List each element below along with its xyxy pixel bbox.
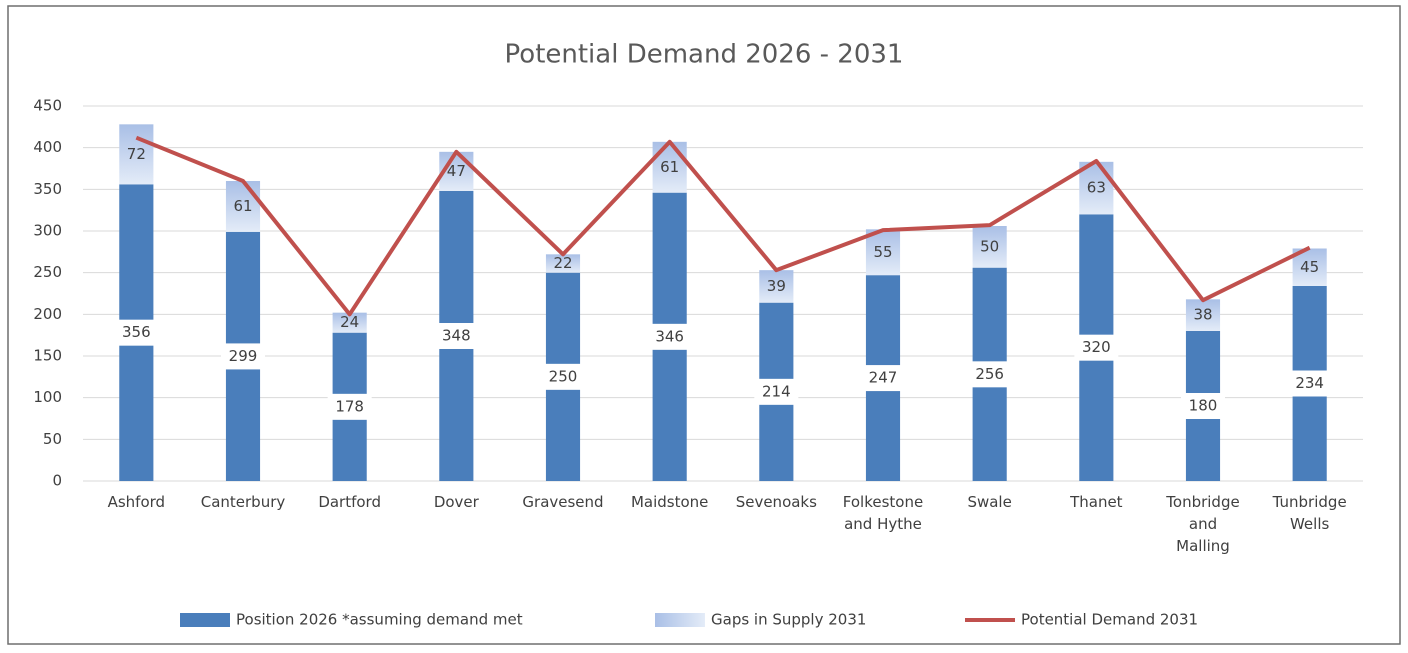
y-tick-label: 400	[33, 138, 62, 156]
x-tick-label: Dartford	[318, 493, 381, 511]
data-label: 356	[122, 323, 151, 341]
y-tick-label: 350	[33, 180, 62, 198]
legend-label: Position 2026 *assuming demand met	[236, 611, 523, 629]
bar	[865, 229, 901, 276]
data-label-box	[647, 323, 692, 350]
x-tick-label: Gravesend	[522, 493, 604, 511]
data-label: 180	[1189, 397, 1218, 415]
data-label-box	[327, 393, 372, 420]
data-label: 214	[762, 382, 791, 400]
bar	[332, 312, 367, 333]
y-tick-label: 300	[33, 222, 62, 240]
data-label-box	[434, 323, 479, 349]
data-label: 72	[127, 145, 146, 163]
bar	[1185, 299, 1221, 331]
x-tick-label: Folkestone and Hythe	[842, 493, 924, 533]
x-tick-label: Swale	[967, 493, 1012, 511]
data-label-box	[1181, 393, 1225, 419]
bar	[119, 124, 154, 185]
x-tick-label: Ashford	[107, 493, 166, 511]
data-label: 39	[767, 277, 786, 295]
data-label: 38	[1193, 306, 1212, 324]
data-label: 256	[975, 365, 1004, 383]
data-label: 299	[229, 347, 258, 365]
line-series	[135, 135, 1311, 317]
data-label-box	[967, 361, 1012, 388]
bar	[759, 270, 794, 303]
data-label: 247	[869, 369, 898, 387]
y-tick-label: 150	[33, 347, 62, 365]
y-tick-label: 0	[52, 472, 62, 490]
data-label-box	[1287, 370, 1332, 397]
data-label: 55	[873, 243, 892, 261]
data-label: 346	[655, 327, 684, 345]
x-tick-label: Maidstone	[630, 493, 709, 511]
data-label-box	[114, 319, 159, 346]
x-tick-label: Sevenoaks	[735, 493, 817, 511]
bar	[972, 226, 1007, 268]
data-label: 178	[335, 397, 364, 415]
legend-swatch	[655, 613, 705, 627]
data-label-box	[1074, 334, 1119, 361]
data-label-box	[541, 363, 585, 390]
data-label: 234	[1295, 374, 1324, 392]
y-tick-label: 450	[33, 97, 62, 115]
data-label: 24	[340, 313, 359, 331]
data-label: 61	[233, 197, 252, 215]
bar	[652, 141, 687, 193]
data-label: 47	[447, 162, 466, 180]
legend-label: Potential Demand 2031	[1021, 611, 1198, 629]
y-tick-label: 100	[33, 388, 62, 406]
data-label-box	[861, 365, 905, 392]
bar	[1079, 161, 1114, 215]
x-tick-label: Tonbridge and Malling	[1166, 493, 1240, 555]
y-tick-label: 250	[33, 263, 62, 281]
data-label: 22	[553, 254, 572, 272]
x-tick-label: Tunbridge Wells	[1272, 493, 1347, 533]
data-label-box	[221, 343, 265, 370]
data-label: 50	[980, 237, 999, 255]
data-label: 61	[660, 158, 679, 176]
bar	[225, 181, 261, 232]
data-label: 45	[1300, 258, 1319, 276]
data-label-box	[754, 378, 799, 405]
data-label: 250	[549, 367, 578, 385]
y-tick-label: 50	[43, 430, 62, 448]
x-tick-label: Thanet	[1070, 493, 1123, 511]
data-label: 320	[1082, 338, 1111, 356]
legend-label: Gaps in Supply 2031	[711, 611, 866, 629]
bar	[545, 254, 581, 273]
chart-title: Potential Demand 2026 - 2031	[505, 40, 904, 70]
x-tick-label: Dover	[433, 493, 479, 511]
y-tick-label: 200	[33, 305, 62, 323]
data-label: 63	[1087, 179, 1106, 197]
x-tick-label: Canterbury	[200, 493, 286, 511]
legend-swatch	[180, 613, 230, 627]
data-label: 348	[442, 327, 471, 345]
